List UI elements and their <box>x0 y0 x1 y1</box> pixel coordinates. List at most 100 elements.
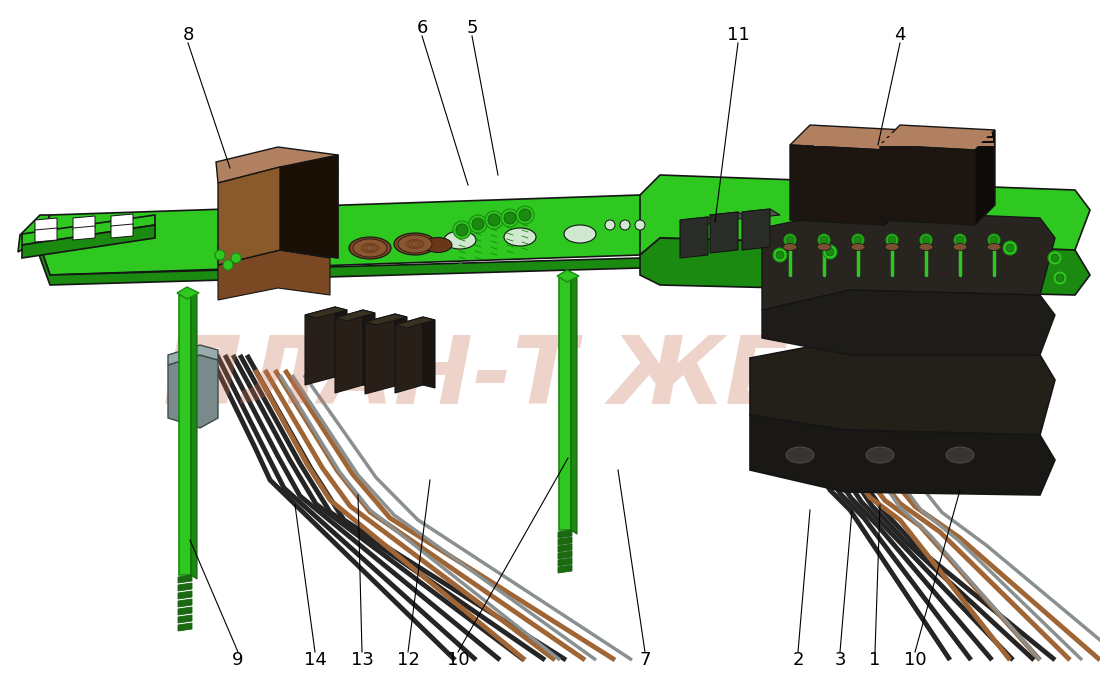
Circle shape <box>820 236 828 244</box>
Polygon shape <box>178 623 192 631</box>
Circle shape <box>852 234 864 246</box>
Circle shape <box>231 253 241 263</box>
Polygon shape <box>558 551 572 559</box>
Polygon shape <box>710 212 738 253</box>
Circle shape <box>818 234 830 246</box>
Polygon shape <box>218 230 330 265</box>
Polygon shape <box>178 599 192 607</box>
Text: 14: 14 <box>304 651 327 669</box>
Circle shape <box>1048 251 1062 265</box>
Polygon shape <box>220 150 280 245</box>
Polygon shape <box>558 558 572 566</box>
Polygon shape <box>640 175 1090 255</box>
Circle shape <box>620 220 630 230</box>
Polygon shape <box>111 214 133 228</box>
Polygon shape <box>886 130 905 225</box>
Polygon shape <box>305 307 336 385</box>
Polygon shape <box>363 310 375 388</box>
Polygon shape <box>280 155 338 258</box>
Polygon shape <box>178 575 192 583</box>
Polygon shape <box>336 310 363 393</box>
Text: 10: 10 <box>904 651 926 669</box>
Circle shape <box>990 236 998 244</box>
Text: 2: 2 <box>792 651 804 669</box>
Polygon shape <box>902 138 993 141</box>
Polygon shape <box>178 607 192 615</box>
Text: ПЛАН-Т ЖЕЛЕ: ПЛАН-Т ЖЕЛЕ <box>163 332 933 424</box>
Text: 1: 1 <box>869 651 881 669</box>
Polygon shape <box>168 345 218 365</box>
Polygon shape <box>191 291 197 579</box>
Polygon shape <box>39 225 660 285</box>
Ellipse shape <box>886 243 899 250</box>
Circle shape <box>488 214 501 226</box>
Ellipse shape <box>817 243 830 250</box>
Polygon shape <box>975 130 996 225</box>
Polygon shape <box>790 145 886 225</box>
Polygon shape <box>218 167 338 265</box>
Ellipse shape <box>424 238 452 252</box>
Polygon shape <box>558 565 572 573</box>
Text: 3: 3 <box>834 651 846 669</box>
Polygon shape <box>571 274 578 534</box>
Text: 12: 12 <box>397 651 419 669</box>
Polygon shape <box>900 133 992 136</box>
Polygon shape <box>762 290 1055 355</box>
Polygon shape <box>305 307 346 318</box>
Polygon shape <box>558 544 572 552</box>
Circle shape <box>854 236 862 244</box>
Polygon shape <box>640 238 1090 295</box>
Ellipse shape <box>851 243 865 250</box>
Polygon shape <box>680 217 718 226</box>
Ellipse shape <box>786 447 814 463</box>
Circle shape <box>1006 244 1014 252</box>
Circle shape <box>886 234 898 246</box>
Polygon shape <box>177 287 199 299</box>
Polygon shape <box>880 125 996 150</box>
Ellipse shape <box>783 243 798 250</box>
Circle shape <box>888 236 896 244</box>
Circle shape <box>1003 241 1018 255</box>
Polygon shape <box>750 415 1055 495</box>
Ellipse shape <box>946 447 974 463</box>
Circle shape <box>920 234 932 246</box>
Circle shape <box>784 234 796 246</box>
Text: 5: 5 <box>466 19 477 37</box>
Polygon shape <box>216 147 338 183</box>
Ellipse shape <box>953 243 967 250</box>
Polygon shape <box>218 250 330 300</box>
Circle shape <box>823 245 837 259</box>
Polygon shape <box>365 314 407 325</box>
Text: 7: 7 <box>639 651 651 669</box>
Circle shape <box>956 236 964 244</box>
Circle shape <box>453 221 471 239</box>
Ellipse shape <box>918 243 933 250</box>
Circle shape <box>635 220 645 230</box>
Circle shape <box>954 234 966 246</box>
Circle shape <box>1056 274 1064 282</box>
Text: 13: 13 <box>351 651 373 669</box>
Text: 10: 10 <box>447 651 470 669</box>
Circle shape <box>472 218 484 230</box>
Text: 11: 11 <box>727 26 749 44</box>
Polygon shape <box>904 143 994 146</box>
Polygon shape <box>35 228 57 242</box>
Circle shape <box>988 234 1000 246</box>
Polygon shape <box>790 125 905 150</box>
Circle shape <box>223 260 233 270</box>
Polygon shape <box>880 145 975 225</box>
Circle shape <box>605 220 615 230</box>
Circle shape <box>1050 254 1059 262</box>
Circle shape <box>519 209 531 221</box>
Polygon shape <box>336 307 346 380</box>
Polygon shape <box>810 133 902 136</box>
Circle shape <box>485 211 503 229</box>
Polygon shape <box>395 317 424 393</box>
Circle shape <box>1053 271 1067 285</box>
Polygon shape <box>18 215 50 252</box>
Text: 8: 8 <box>183 26 194 44</box>
Ellipse shape <box>444 231 476 249</box>
Polygon shape <box>710 212 748 221</box>
Polygon shape <box>762 210 1055 310</box>
Ellipse shape <box>866 447 894 463</box>
